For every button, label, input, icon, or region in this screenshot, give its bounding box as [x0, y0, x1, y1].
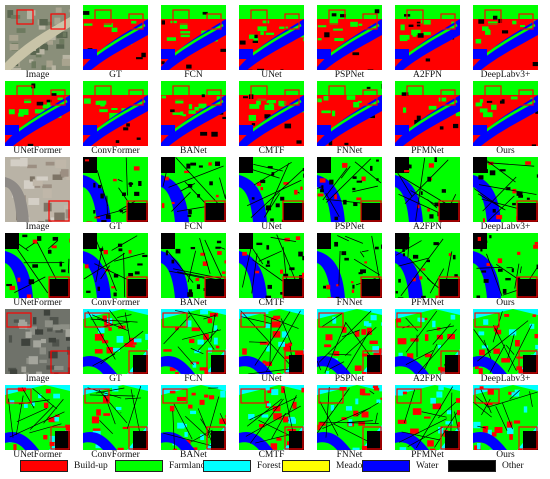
- tile-caption: BANet: [180, 298, 207, 308]
- legend-label: Forest: [257, 461, 281, 471]
- segmentation-map-tile: [473, 233, 538, 298]
- tile-caption: GT: [109, 374, 122, 384]
- segmentation-map-tile: [317, 81, 382, 146]
- legend-swatch: [203, 460, 251, 472]
- segmentation-map-tile: [239, 5, 304, 70]
- tile-caption: DeepLabv3+: [480, 70, 531, 80]
- legend-label: Farmland: [169, 461, 206, 471]
- legend-swatch: [362, 460, 410, 472]
- segmentation-map-tile: [5, 385, 70, 450]
- segmentation-map-tile: [83, 233, 148, 298]
- segmentation-map-tile: [395, 81, 460, 146]
- tile-caption: FNNet: [336, 298, 363, 308]
- tile-caption: CMTF: [258, 450, 285, 460]
- tile-caption: DeepLabv3+: [480, 374, 531, 384]
- segmentation-map-tile: [317, 157, 382, 222]
- segmentation-map-tile: [239, 233, 304, 298]
- segmentation-map-tile: [5, 81, 70, 146]
- segmentation-map-tile: [239, 309, 304, 374]
- tile-caption: PFMNet: [411, 146, 444, 156]
- tile-caption: FCN: [184, 222, 203, 232]
- tile-caption: ConvFormer: [91, 450, 140, 460]
- tile-caption: Image: [25, 222, 50, 232]
- segmentation-map-tile: [161, 81, 226, 146]
- legend-swatch: [115, 460, 163, 472]
- segmentation-map-tile: [5, 233, 70, 298]
- segmentation-map-tile: [161, 385, 226, 450]
- segmentation-map-tile: [395, 157, 460, 222]
- tile-caption: UNet: [261, 222, 282, 232]
- tile-caption: UNetFormer: [13, 450, 62, 460]
- segmentation-map-tile: [161, 5, 226, 70]
- legend-swatch: [20, 460, 68, 472]
- tile-caption: PSPNet: [334, 222, 365, 232]
- segmentation-map-tile: [83, 157, 148, 222]
- segmentation-map-tile: [395, 385, 460, 450]
- tile-caption: PSPNet: [334, 70, 365, 80]
- segmentation-map-tile: [161, 309, 226, 374]
- tile-caption: ConvFormer: [91, 298, 140, 308]
- segmentation-map-tile: [239, 81, 304, 146]
- legend-label: Water: [416, 461, 439, 471]
- segmentation-map-tile: [395, 5, 460, 70]
- segmentation-map-tile: [317, 309, 382, 374]
- tile-caption: DeepLabv3+: [480, 222, 531, 232]
- tile-caption: A2FPN: [412, 374, 443, 384]
- tile-caption: Image: [25, 70, 50, 80]
- tile-caption: Ours: [496, 146, 515, 156]
- tile-caption: Image: [25, 374, 50, 384]
- legend-label: Build-up: [74, 461, 108, 471]
- tile-caption: UNetFormer: [13, 146, 62, 156]
- tile-caption: Ours: [496, 298, 515, 308]
- input-image-tile: [5, 5, 70, 70]
- tile-caption: PFMNet: [411, 450, 444, 460]
- tile-caption: FCN: [184, 70, 203, 80]
- legend-label: Other: [502, 461, 524, 471]
- segmentation-map-tile: [317, 233, 382, 298]
- tile-caption: UNetFormer: [13, 298, 62, 308]
- tile-caption: A2FPN: [412, 70, 443, 80]
- tile-caption: BANet: [180, 146, 207, 156]
- segmentation-map-tile: [239, 157, 304, 222]
- segmentation-map-tile: [161, 157, 226, 222]
- segmentation-map-tile: [395, 309, 460, 374]
- segmentation-map-tile: [473, 157, 538, 222]
- tile-caption: FCN: [184, 374, 203, 384]
- segmentation-map-tile: [473, 5, 538, 70]
- tile-caption: FNNet: [336, 450, 363, 460]
- tile-caption: A2FPN: [412, 222, 443, 232]
- tile-caption: UNet: [261, 70, 282, 80]
- legend-swatch: [448, 460, 496, 472]
- tile-caption: FNNet: [336, 146, 363, 156]
- input-image-tile: [5, 309, 70, 374]
- segmentation-map-tile: [473, 81, 538, 146]
- segmentation-map-tile: [317, 385, 382, 450]
- segmentation-map-tile: [473, 385, 538, 450]
- tile-caption: GT: [109, 70, 122, 80]
- segmentation-map-tile: [83, 309, 148, 374]
- segmentation-map-tile: [239, 385, 304, 450]
- tile-caption: GT: [109, 222, 122, 232]
- tile-caption: UNet: [261, 374, 282, 384]
- segmentation-map-tile: [317, 5, 382, 70]
- segmentation-map-tile: [395, 233, 460, 298]
- segmentation-map-tile: [83, 81, 148, 146]
- tile-caption: PSPNet: [334, 374, 365, 384]
- segmentation-map-tile: [161, 233, 226, 298]
- tile-caption: PFMNet: [411, 298, 444, 308]
- input-image-tile: [5, 157, 70, 222]
- tile-caption: BANet: [180, 450, 207, 460]
- tile-caption: ConvFormer: [91, 146, 140, 156]
- tile-caption: CMTF: [258, 298, 285, 308]
- tile-caption: CMTF: [258, 146, 285, 156]
- segmentation-map-tile: [473, 309, 538, 374]
- segmentation-map-tile: [83, 385, 148, 450]
- tile-caption: Ours: [496, 450, 515, 460]
- legend-swatch: [282, 460, 330, 472]
- legend-label: Meadow: [336, 461, 370, 471]
- segmentation-map-tile: [83, 5, 148, 70]
